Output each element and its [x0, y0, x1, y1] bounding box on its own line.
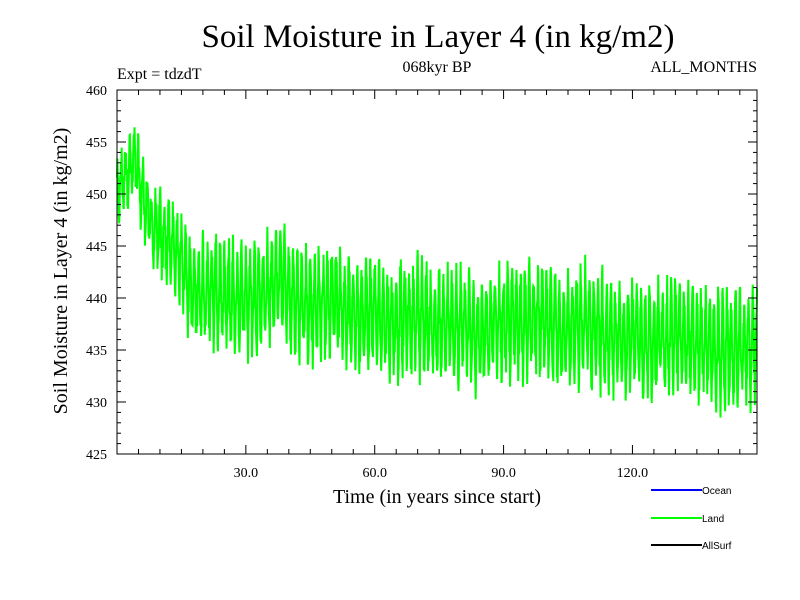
chart-title: Soil Moisture in Layer 4 (in kg/m2) — [202, 19, 675, 55]
x-tick-label: 90.0 — [491, 466, 516, 481]
plot-frame — [116, 89, 758, 455]
y-tick-label: 425 — [86, 448, 107, 463]
y-tick-label: 445 — [86, 240, 107, 255]
x-tick-label: 120.0 — [617, 466, 649, 481]
months-label: ALL_MONTHS — [650, 59, 757, 76]
y-axis-label: Soil Moisture in Layer 4 (in kg/m2) — [50, 128, 72, 415]
x-axis-label: Time (in years since start) — [333, 486, 541, 508]
legend-label-ocean: Ocean — [702, 486, 731, 497]
series-line-land — [116, 127, 758, 418]
legend: Ocean Land AllSurf — [651, 486, 732, 552]
y-tick-label: 435 — [86, 344, 107, 359]
y-tick-label: 450 — [86, 188, 107, 203]
period-label: 068kyr BP — [403, 59, 472, 76]
series-layer — [116, 127, 758, 418]
legend-label-land: Land — [702, 514, 724, 525]
x-tick-label: 30.0 — [234, 466, 259, 481]
y-tick-label: 460 — [86, 84, 107, 99]
legend-label-allsurf: AllSurf — [702, 541, 732, 552]
y-tick-label: 455 — [86, 136, 107, 151]
y-tick-label: 430 — [86, 396, 107, 411]
axes-layer: 30.0 60.0 90.0 120.0 425 430 435 440 445 450 455 46… — [86, 84, 758, 481]
experiment-label: Expt = tdzdT — [117, 66, 202, 83]
x-tick-label: 60.0 — [362, 466, 387, 481]
y-tick-label: 440 — [86, 292, 107, 307]
